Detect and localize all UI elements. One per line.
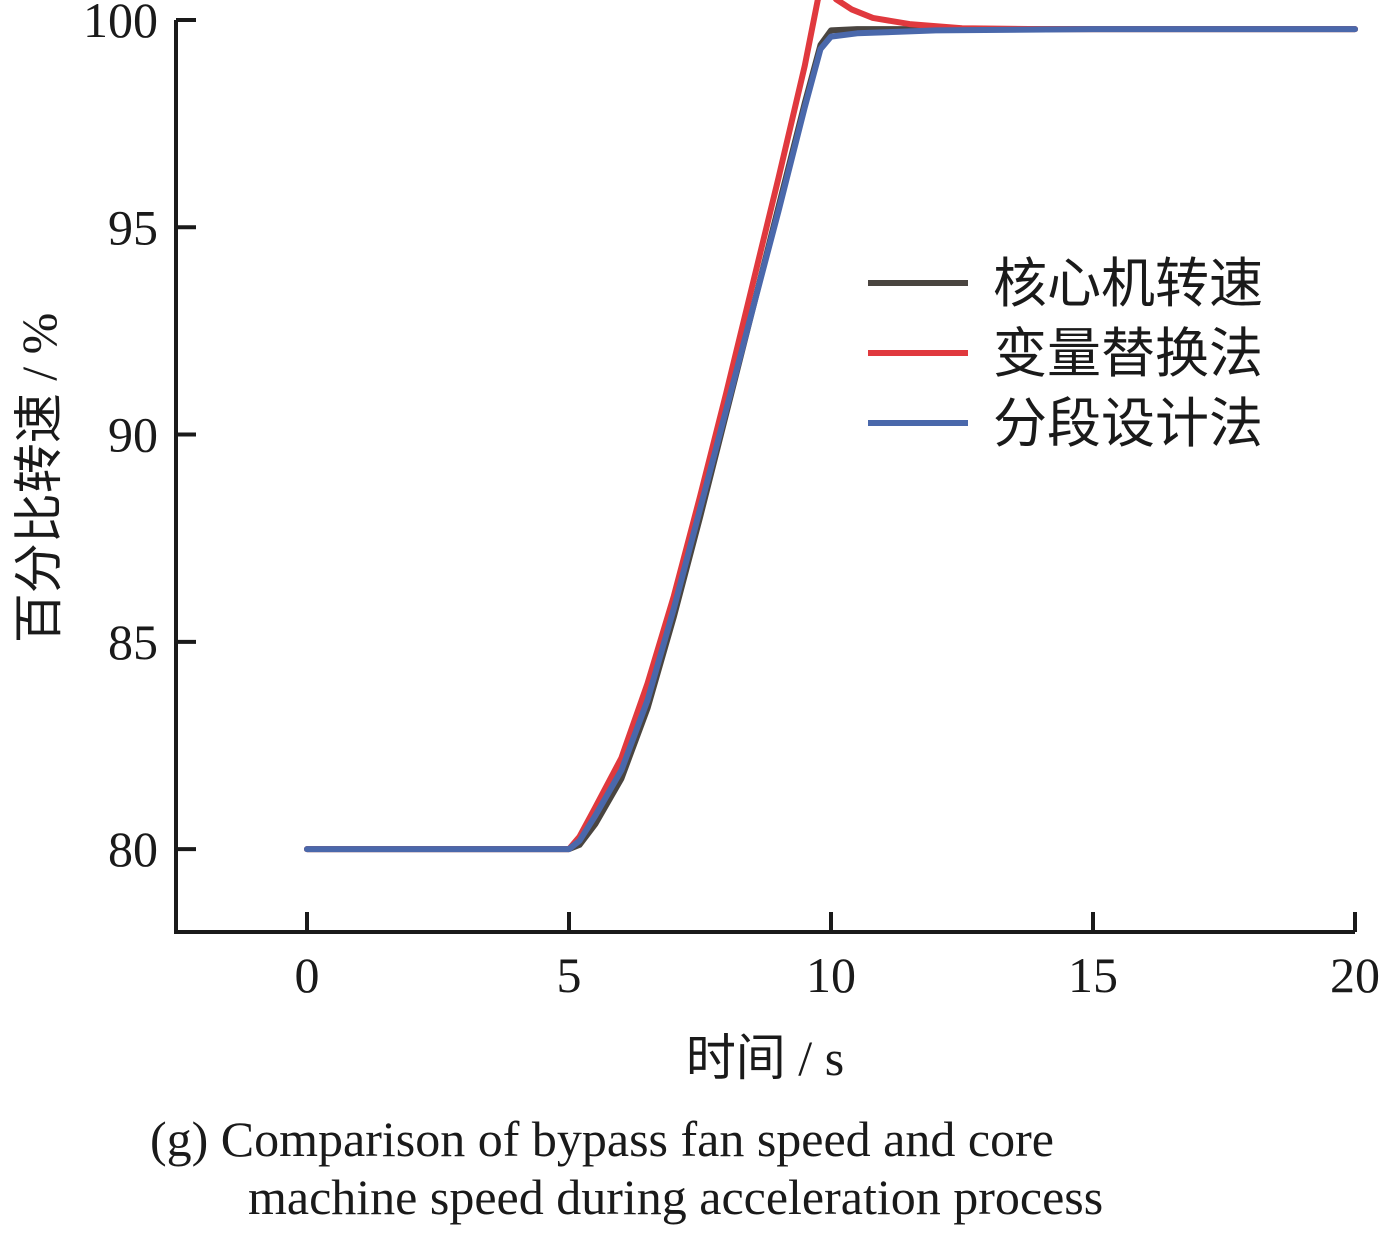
x-axis-title: 时间 / s	[686, 1030, 844, 1086]
plot-lines	[304, 0, 1358, 853]
figure-caption: (g) Comparison of bypass fan speed and c…	[150, 1110, 1380, 1226]
series-line-2	[304, 0, 1358, 853]
legend-label-1: 核心机转速	[993, 254, 1263, 314]
x-tick-label: 20	[1330, 947, 1380, 1003]
x-tick-label: 10	[806, 947, 856, 1003]
y-tick-label: 85	[108, 614, 158, 670]
y-tick-label: 100	[83, 0, 158, 48]
legend-label-2: 变量替换法	[993, 324, 1263, 384]
series-line-3	[304, 26, 1358, 853]
legend-label-3: 分段设计法	[993, 394, 1263, 454]
y-axis-title: 百分比转速 / %	[11, 313, 67, 644]
y-tick-label: 95	[108, 199, 158, 255]
y-tick-label: 80	[108, 821, 158, 877]
y-axis-ticks: 80 85 90 95 100	[83, 0, 196, 877]
x-axis-ticks: 0 5 10 15 20	[295, 912, 1380, 1003]
x-tick-label: 0	[295, 947, 320, 1003]
x-tick-label: 15	[1068, 947, 1118, 1003]
y-tick-label: 90	[108, 407, 158, 463]
caption-line-1: (g) Comparison of bypass fan speed and c…	[150, 1111, 1054, 1167]
caption-line-2: machine speed during acceleration proces…	[248, 1169, 1104, 1225]
x-tick-label: 5	[557, 947, 582, 1003]
